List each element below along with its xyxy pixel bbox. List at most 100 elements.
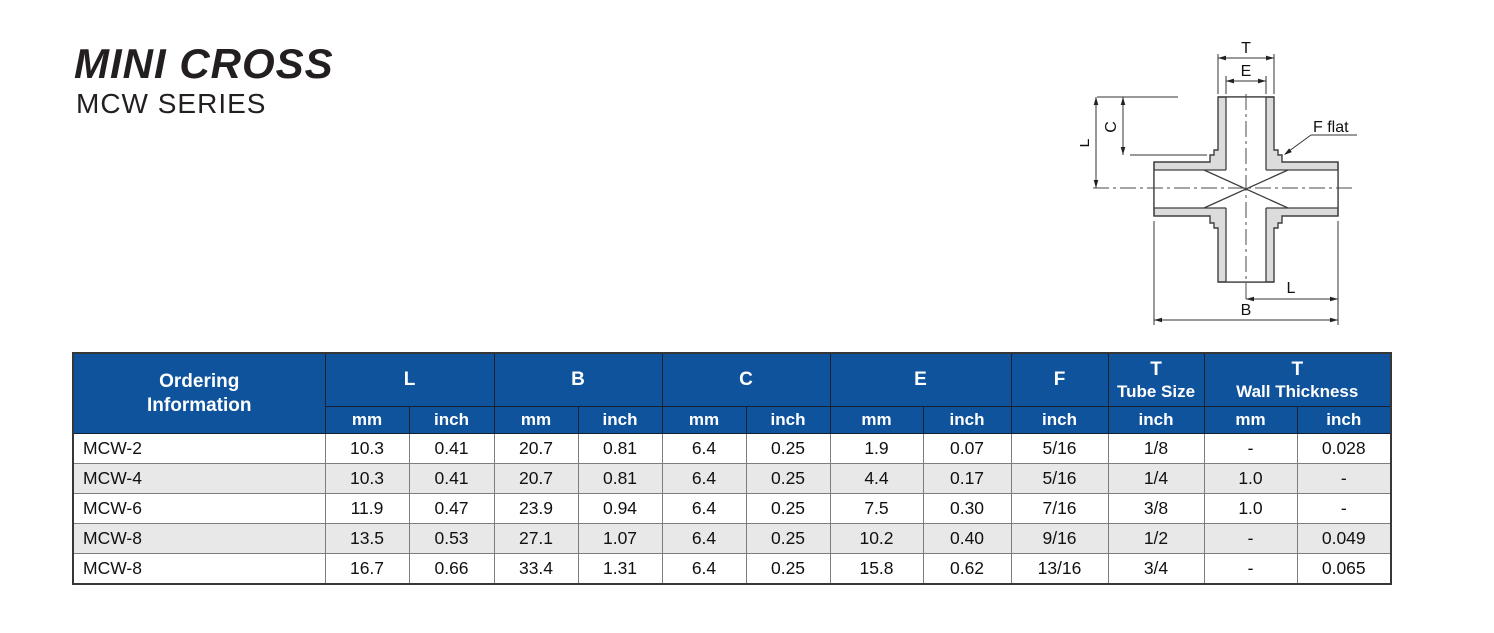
value-cell: 1/4: [1107, 463, 1205, 494]
model-cell: MCW-8: [72, 553, 326, 585]
subheader-tw-inch: inch: [1296, 406, 1392, 434]
subheader-tw-mm: mm: [1203, 406, 1298, 434]
dim-label-l-left: L: [1080, 138, 1093, 147]
value-cell: 3/8: [1107, 493, 1205, 524]
f-flat-callout: F flat: [1284, 119, 1357, 155]
ordering-header-line2: Information: [147, 394, 252, 416]
model-cell: MCW-6: [72, 493, 326, 524]
model-cell: MCW-8: [72, 523, 326, 554]
value-cell: 6.4: [661, 433, 747, 464]
value-cell: 6.4: [661, 553, 747, 585]
col-group-t-wall-thickness: T Wall Thickness: [1203, 352, 1392, 407]
ordering-information-header: Ordering Information: [72, 352, 326, 434]
value-cell: 0.66: [408, 553, 495, 585]
value-cell: 1.07: [577, 523, 663, 554]
value-cell: 10.3: [324, 463, 410, 494]
table-body: MCW-2 10.3 0.41 20.7 0.81 6.4 0.25 1.9 0.07 5/16…: [72, 433, 1392, 585]
ordering-header-line1: Ordering: [159, 370, 240, 392]
subheader-c-mm: mm: [661, 406, 747, 434]
value-cell: 15.8: [829, 553, 924, 585]
subheader-e-mm: mm: [829, 406, 924, 434]
value-cell: 0.40: [922, 523, 1012, 554]
f-flat-label: F flat: [1313, 119, 1349, 136]
col-group-t-tube-size: T Tube Size: [1107, 352, 1205, 407]
value-cell: -: [1296, 493, 1392, 524]
table-row: MCW-8 16.7 0.66 33.4 1.31 6.4 0.25 15.8 0.62 13/…: [72, 553, 1392, 585]
value-cell: 0.25: [745, 493, 831, 524]
value-cell: 4.4: [829, 463, 924, 494]
page-title: MINI CROSS: [74, 40, 334, 87]
value-cell: 0.30: [922, 493, 1012, 524]
table-row: MCW-2 10.3 0.41 20.7 0.81 6.4 0.25 1.9 0.07 5/16…: [72, 433, 1392, 464]
subheader-b-inch: inch: [577, 406, 663, 434]
value-cell: 0.25: [745, 433, 831, 464]
value-cell: -: [1296, 463, 1392, 494]
dimension-c: C: [1103, 97, 1207, 156]
value-cell: 9/16: [1010, 523, 1109, 554]
value-cell: 0.049: [1296, 523, 1392, 554]
dimension-b: B: [1153, 221, 1339, 325]
value-cell: 23.9: [493, 493, 579, 524]
value-cell: 1/2: [1107, 523, 1205, 554]
value-cell: 6.4: [661, 463, 747, 494]
value-cell: 10.2: [829, 523, 924, 554]
value-cell: 33.4: [493, 553, 579, 585]
value-cell: 1.31: [577, 553, 663, 585]
value-cell: 0.028: [1296, 433, 1392, 464]
value-cell: 10.3: [324, 433, 410, 464]
value-cell: 0.94: [577, 493, 663, 524]
value-cell: 20.7: [493, 433, 579, 464]
subheader-b-mm: mm: [493, 406, 579, 434]
value-cell: 0.81: [577, 463, 663, 494]
series-subtitle: MCW SERIES: [76, 88, 267, 119]
value-cell: 0.81: [577, 433, 663, 464]
dim-label-e: E: [1241, 63, 1252, 80]
dim-label-l-bottom: L: [1287, 280, 1296, 297]
dimension-l-bottom: L: [1246, 280, 1338, 302]
subheader-c-inch: inch: [745, 406, 831, 434]
dim-label-t: T: [1241, 40, 1251, 57]
value-cell: 13/16: [1010, 553, 1109, 585]
dimension-l-left: L: [1080, 96, 1178, 188]
col-group-e: E: [829, 352, 1012, 407]
subheader-f-inch: inch: [1010, 406, 1109, 434]
value-cell: 0.25: [745, 463, 831, 494]
dimension-t: T: [1217, 40, 1275, 94]
cross-fitting-diagram: T E L C F flat L: [1080, 40, 1357, 325]
value-cell: 1/8: [1107, 433, 1205, 464]
table-row: MCW-4 10.3 0.41 20.7 0.81 6.4 0.25 4.4 0.17 5/16…: [72, 463, 1392, 494]
value-cell: 0.62: [922, 553, 1012, 585]
subheader-l-inch: inch: [408, 406, 495, 434]
value-cell: -: [1203, 433, 1298, 464]
value-cell: 16.7: [324, 553, 410, 585]
value-cell: 1.0: [1203, 493, 1298, 524]
value-cell: 5/16: [1010, 433, 1109, 464]
t-wall-sublabel: Wall Thickness: [1236, 382, 1359, 402]
table-row: MCW-8 13.5 0.53 27.1 1.07 6.4 0.25 10.2 0.40 9/1…: [72, 523, 1392, 554]
value-cell: 6.4: [661, 493, 747, 524]
dim-label-b: B: [1241, 302, 1252, 319]
dimension-e: E: [1225, 63, 1267, 94]
model-cell: MCW-2: [72, 433, 326, 464]
value-cell: 0.065: [1296, 553, 1392, 585]
value-cell: 0.17: [922, 463, 1012, 494]
value-cell: 1.9: [829, 433, 924, 464]
value-cell: 1.0: [1203, 463, 1298, 494]
model-cell: MCW-4: [72, 463, 326, 494]
bore-edges: [1153, 96, 1339, 283]
value-cell: 3/4: [1107, 553, 1205, 585]
value-cell: -: [1203, 553, 1298, 585]
table-row: MCW-6 11.9 0.47 23.9 0.94 6.4 0.25 7.5 0.30 7/16…: [72, 493, 1392, 524]
value-cell: 13.5: [324, 523, 410, 554]
t-tube-label: T: [1150, 358, 1162, 380]
col-group-f: F: [1010, 352, 1109, 407]
subheader-e-inch: inch: [922, 406, 1012, 434]
value-cell: -: [1203, 523, 1298, 554]
col-group-b: B: [493, 352, 663, 407]
value-cell: 0.41: [408, 463, 495, 494]
value-cell: 7/16: [1010, 493, 1109, 524]
value-cell: 6.4: [661, 523, 747, 554]
value-cell: 20.7: [493, 463, 579, 494]
dimensions-table: Ordering Information L B C E F T Tube Si…: [72, 352, 1392, 585]
